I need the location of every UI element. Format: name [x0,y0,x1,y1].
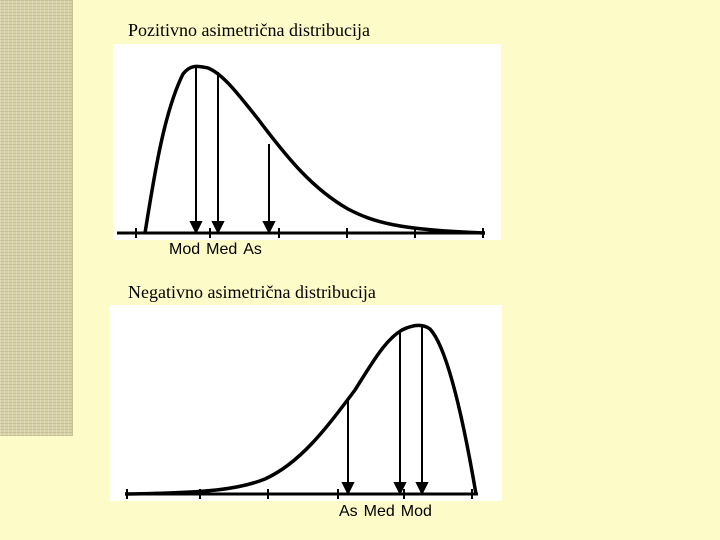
negative-skew-title: Negativno asimetrična distribucija [128,282,376,302]
negative-markers [341,325,429,496]
positive-markers [189,66,276,235]
negative-skew-svg [124,323,478,499]
decorative-side-strip [0,0,73,436]
label-as: As [339,503,358,520]
mean-marker-arrowhead [262,221,276,235]
negative-skew-curve [124,323,478,496]
positive-skew-curve [143,64,486,235]
label-med: Med [206,241,238,258]
median-marker-arrowhead [211,221,225,235]
positive-marker-labels: Mod Med As [169,241,268,259]
label-med: Med [363,503,395,520]
mode-marker-arrowhead [189,221,203,235]
mean-marker-arrowhead [341,482,355,496]
mode-marker-arrowhead [415,482,429,496]
positive-skew-svg [117,64,486,238]
positive-skew-diagram [113,44,501,240]
negative-marker-labels: As Med Mod [339,503,438,521]
label-mod: Mod [400,503,432,520]
label-as: As [243,241,262,258]
positive-skew-title: Pozitivno asimetrična distribucija [128,20,370,40]
negative-skew-diagram [110,305,502,501]
median-marker-arrowhead [393,482,407,496]
label-mod: Mod [169,241,201,258]
